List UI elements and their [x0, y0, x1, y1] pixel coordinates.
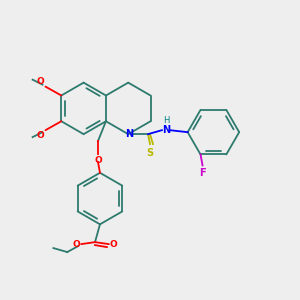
Text: O: O	[37, 76, 44, 85]
Text: O: O	[37, 131, 44, 140]
Text: O: O	[94, 156, 102, 165]
Text: H: H	[163, 116, 169, 125]
Text: O: O	[110, 240, 118, 249]
Text: O: O	[72, 240, 80, 249]
Text: N: N	[125, 129, 133, 139]
Text: F: F	[199, 168, 206, 178]
Text: N: N	[162, 125, 170, 135]
Text: S: S	[146, 148, 154, 158]
